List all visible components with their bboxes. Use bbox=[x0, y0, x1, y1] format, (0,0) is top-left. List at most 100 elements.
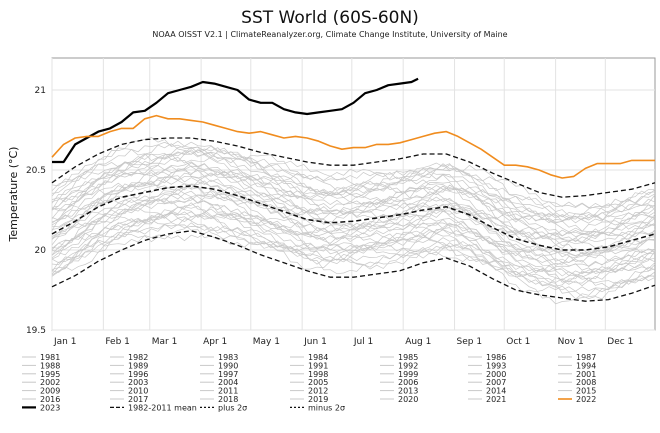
year-line-1995 bbox=[51, 189, 656, 268]
legend-label: 1991 bbox=[308, 361, 328, 370]
year-line-1984 bbox=[51, 224, 656, 300]
year-line-2010 bbox=[51, 167, 656, 238]
x-tick-label: Sep 1 bbox=[457, 337, 483, 347]
legend-label: 2004 bbox=[218, 378, 238, 387]
legend-label: 1993 bbox=[486, 361, 506, 370]
year-line-2011 bbox=[51, 153, 656, 233]
legend-item: 2015 bbox=[558, 387, 596, 396]
year-line-1983 bbox=[51, 223, 656, 292]
year-line-1994 bbox=[51, 197, 656, 267]
legend-item: 2003 bbox=[110, 378, 148, 387]
year-line-1993 bbox=[51, 198, 656, 276]
legend-label: 2022 bbox=[576, 395, 596, 404]
legend-item: 2017 bbox=[110, 395, 148, 404]
year-line-1981 bbox=[51, 222, 656, 300]
legend-item: 1988 bbox=[22, 361, 60, 370]
y-tick-label: 19.5 bbox=[26, 326, 46, 336]
legend-item: 2000 bbox=[468, 370, 506, 379]
legend-label: 2006 bbox=[398, 378, 418, 387]
legend-label: 1989 bbox=[128, 361, 148, 370]
legend-label: 2005 bbox=[308, 378, 328, 387]
legend-label: 1990 bbox=[218, 361, 238, 370]
x-tick-label: Apr 1 bbox=[203, 337, 227, 347]
legend-label: 2000 bbox=[486, 370, 506, 379]
year-line-2000 bbox=[51, 186, 656, 264]
x-tick-label: Jan 1 bbox=[53, 337, 76, 347]
legend-label: 2021 bbox=[486, 395, 506, 404]
legend-item: 2016 bbox=[22, 395, 60, 404]
legend-label: 2023 bbox=[40, 403, 60, 412]
year-line-2007 bbox=[51, 170, 656, 246]
legend-item: 2023 bbox=[22, 403, 60, 412]
legend-label: 2008 bbox=[576, 378, 596, 387]
year-line-2001 bbox=[51, 183, 656, 258]
legend-label: 2019 bbox=[308, 395, 328, 404]
legend-item: 1999 bbox=[380, 370, 418, 379]
legend-label: 1984 bbox=[308, 353, 328, 362]
legend-label: 2020 bbox=[398, 395, 418, 404]
legend-label: 2010 bbox=[128, 387, 148, 396]
legend-item: 2020 bbox=[380, 395, 418, 404]
legend-label: 1981 bbox=[40, 353, 60, 362]
legend-item: 1997 bbox=[200, 370, 238, 379]
legend-label: 1982 bbox=[128, 353, 148, 362]
legend-label: minus 2σ bbox=[308, 403, 345, 412]
background-year-lines bbox=[51, 137, 656, 305]
legend-label: 1982-2011 mean bbox=[128, 403, 197, 412]
legend-item: 2019 bbox=[290, 395, 328, 404]
legend-item: 2006 bbox=[380, 378, 418, 387]
legend-label: 1987 bbox=[576, 353, 596, 362]
legend-label: 1996 bbox=[128, 370, 148, 379]
legend-item: 2018 bbox=[200, 395, 238, 404]
legend-label: 2011 bbox=[218, 387, 238, 396]
legend-label: 1995 bbox=[40, 370, 60, 379]
legend-item: 1995 bbox=[22, 370, 60, 379]
legend-item: 1982 bbox=[110, 353, 148, 362]
y-axis-label: Temperature (°C) bbox=[7, 147, 20, 243]
legend-item: 2001 bbox=[558, 370, 596, 379]
legend-item: 2022 bbox=[558, 395, 596, 404]
x-tick-label: Mar 1 bbox=[152, 337, 178, 347]
legend-label: 2016 bbox=[40, 395, 60, 404]
year-line-1987 bbox=[51, 211, 656, 283]
legend-item: 1982-2011 mean bbox=[110, 403, 197, 412]
legend-label: 2015 bbox=[576, 387, 596, 396]
legend-item: 2013 bbox=[380, 387, 418, 396]
legend-item: 1984 bbox=[290, 353, 328, 362]
legend-label: 2017 bbox=[128, 395, 148, 404]
x-tick-label: Oct 1 bbox=[506, 337, 530, 347]
year-line-2017 bbox=[51, 147, 655, 224]
legend-label: 2007 bbox=[486, 378, 506, 387]
series-line-2023 bbox=[52, 77, 419, 164]
year-line-2013 bbox=[51, 149, 656, 221]
legend-item: 1989 bbox=[110, 361, 148, 370]
series-line-plus-2- bbox=[51, 137, 656, 198]
legend-label: 2003 bbox=[128, 378, 148, 387]
year-line-2006 bbox=[51, 162, 656, 242]
legend: 1981 1982 1983 1984 1985 1986 1987 1988 1989 1990… bbox=[22, 353, 596, 412]
legend-label: 1985 bbox=[398, 353, 418, 362]
y-tick-label: 21 bbox=[35, 86, 46, 96]
legend-label: 2014 bbox=[486, 387, 506, 396]
year-line-1988 bbox=[51, 202, 656, 282]
legend-label: 2002 bbox=[40, 378, 60, 387]
legend-item: 1981 bbox=[22, 353, 60, 362]
legend-item: 2007 bbox=[468, 378, 506, 387]
legend-item: 2005 bbox=[290, 378, 328, 387]
legend-label: 1999 bbox=[398, 370, 418, 379]
year-line-2015 bbox=[51, 145, 656, 224]
year-line-2012 bbox=[51, 161, 656, 234]
y-tick-label: 20 bbox=[35, 246, 47, 256]
legend-label: 1988 bbox=[40, 361, 60, 370]
legend-item: 2009 bbox=[22, 387, 60, 396]
year-line-1992 bbox=[51, 200, 656, 274]
legend-item: 1992 bbox=[380, 361, 418, 370]
x-tick-label: Jul 1 bbox=[353, 337, 373, 347]
legend-item: 2008 bbox=[558, 378, 596, 387]
series-line-minus-2- bbox=[51, 230, 656, 302]
chart-title: SST World (60S-60N) bbox=[241, 8, 419, 28]
x-tick-label: Feb 1 bbox=[105, 337, 130, 347]
legend-label: 2001 bbox=[576, 370, 596, 379]
